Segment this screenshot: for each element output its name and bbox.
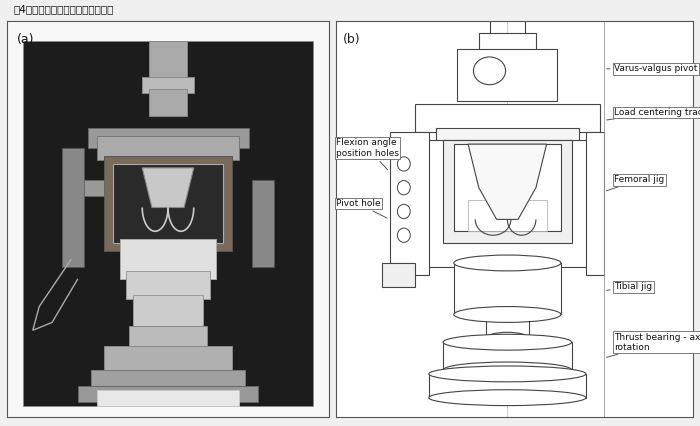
FancyBboxPatch shape	[142, 77, 194, 92]
Text: Thrust bearing - axial
rotation: Thrust bearing - axial rotation	[606, 333, 700, 357]
FancyBboxPatch shape	[479, 33, 536, 53]
Ellipse shape	[454, 255, 561, 271]
Text: Tibial jig: Tibial jig	[606, 282, 652, 291]
FancyBboxPatch shape	[148, 89, 188, 116]
Text: Varus-valgus pivot: Varus-valgus pivot	[606, 64, 698, 73]
FancyBboxPatch shape	[382, 263, 414, 287]
FancyBboxPatch shape	[426, 140, 589, 267]
Polygon shape	[468, 144, 547, 219]
FancyBboxPatch shape	[454, 144, 561, 231]
FancyBboxPatch shape	[414, 104, 600, 132]
FancyBboxPatch shape	[97, 390, 239, 406]
FancyBboxPatch shape	[132, 295, 204, 330]
Text: (a): (a)	[17, 33, 34, 46]
Circle shape	[398, 204, 410, 219]
FancyBboxPatch shape	[389, 132, 429, 275]
FancyBboxPatch shape	[443, 342, 572, 370]
Circle shape	[398, 157, 410, 171]
Text: Pivot hole: Pivot hole	[336, 199, 387, 218]
FancyBboxPatch shape	[91, 370, 245, 390]
FancyBboxPatch shape	[586, 132, 603, 275]
FancyBboxPatch shape	[468, 199, 547, 231]
Text: Flexion angle
position holes: Flexion angle position holes	[336, 138, 399, 170]
Polygon shape	[142, 168, 194, 207]
Text: Femoral jig: Femoral jig	[606, 175, 665, 191]
Ellipse shape	[443, 334, 572, 350]
FancyBboxPatch shape	[78, 386, 258, 402]
FancyBboxPatch shape	[486, 311, 528, 338]
FancyBboxPatch shape	[97, 136, 239, 160]
Circle shape	[398, 228, 410, 242]
FancyBboxPatch shape	[130, 326, 206, 350]
Text: (b): (b)	[343, 33, 360, 46]
Ellipse shape	[429, 366, 586, 382]
FancyBboxPatch shape	[62, 148, 84, 267]
Text: 图4接触应力和接触面积试验示意图: 图4接触应力和接触面积试验示意图	[14, 4, 114, 14]
FancyBboxPatch shape	[443, 140, 572, 243]
FancyBboxPatch shape	[104, 156, 232, 251]
Ellipse shape	[454, 307, 561, 322]
Circle shape	[398, 181, 410, 195]
FancyBboxPatch shape	[88, 128, 248, 148]
Text: Load centering track: Load centering track	[606, 108, 700, 120]
FancyBboxPatch shape	[84, 180, 104, 196]
Ellipse shape	[429, 390, 586, 406]
FancyBboxPatch shape	[429, 374, 586, 398]
Ellipse shape	[486, 332, 528, 344]
FancyBboxPatch shape	[104, 346, 232, 374]
FancyBboxPatch shape	[436, 128, 579, 144]
FancyBboxPatch shape	[454, 263, 561, 314]
FancyBboxPatch shape	[148, 41, 188, 81]
FancyBboxPatch shape	[252, 180, 274, 267]
Ellipse shape	[443, 362, 572, 378]
FancyBboxPatch shape	[457, 49, 557, 101]
Ellipse shape	[473, 57, 505, 85]
FancyBboxPatch shape	[23, 41, 313, 406]
FancyBboxPatch shape	[126, 271, 210, 299]
FancyBboxPatch shape	[113, 164, 223, 243]
FancyBboxPatch shape	[120, 239, 216, 279]
